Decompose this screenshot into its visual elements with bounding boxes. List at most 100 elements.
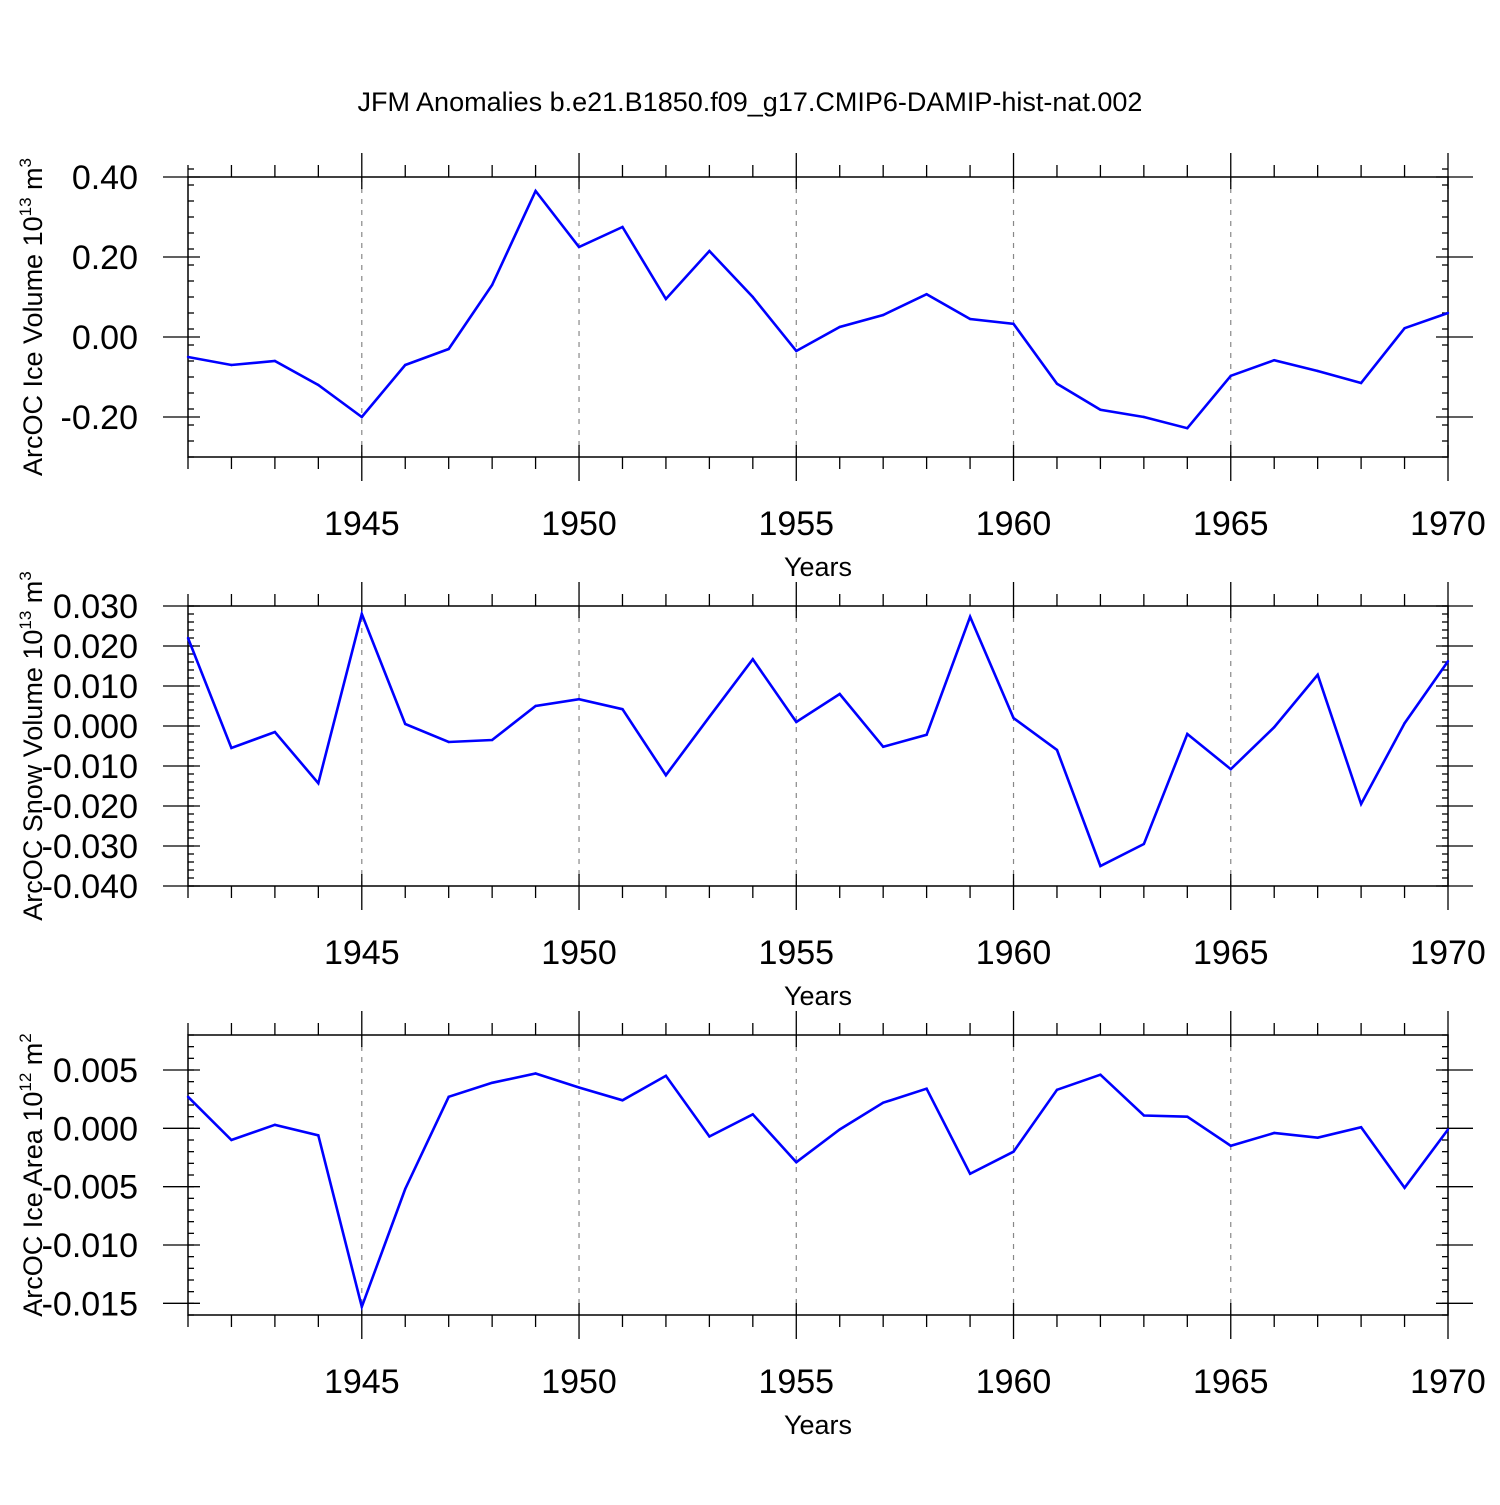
chart-title: JFM Anomalies b.e21.B1850.f09_g17.CMIP6-… xyxy=(358,87,1143,117)
panel-3: -0.015 -0.010 -0.005 0.000 0.005 1945 1950 1955… xyxy=(16,1011,1486,1440)
data-point xyxy=(1012,1150,1015,1153)
data-point xyxy=(708,715,711,718)
data-point xyxy=(795,1160,798,1164)
data-point xyxy=(838,325,841,329)
data-point xyxy=(1099,864,1102,868)
data-point xyxy=(490,283,494,287)
data-point xyxy=(360,612,363,616)
y-axis-title-part: m xyxy=(18,581,48,611)
data-point xyxy=(751,658,755,661)
data-point xyxy=(317,383,320,387)
x-tick-label: 1955 xyxy=(758,934,834,972)
data-point xyxy=(795,349,798,353)
data-point xyxy=(925,733,928,736)
data-point xyxy=(186,355,190,359)
data-point xyxy=(838,1128,841,1131)
data-point xyxy=(1316,1136,1319,1139)
y-tick-label: 0.000 xyxy=(53,708,138,746)
y-axis-title-superscript: 3 xyxy=(16,158,35,167)
y-tick-label: 0.030 xyxy=(53,588,138,626)
data-point xyxy=(1055,1088,1059,1092)
y-tick-label: 0.005 xyxy=(53,1052,138,1090)
data-point xyxy=(1012,322,1015,325)
data-point xyxy=(1273,1131,1276,1135)
x-tick-label: 1945 xyxy=(324,505,400,543)
data-point xyxy=(1273,726,1276,729)
data-point xyxy=(1142,842,1146,846)
x-tick-label: 1965 xyxy=(1193,505,1269,543)
data-point xyxy=(664,774,668,777)
data-point xyxy=(1012,716,1015,720)
data-point xyxy=(317,782,320,785)
x-tick-label: 1950 xyxy=(541,934,617,972)
x-tick-label: 1960 xyxy=(976,505,1052,543)
y-tick-label: -0.010 xyxy=(42,1227,138,1265)
y-axis-title-part: m xyxy=(18,167,48,197)
data-point xyxy=(881,1101,885,1104)
data-point xyxy=(1446,660,1450,663)
y-tick-label: -0.040 xyxy=(42,868,138,906)
y-tick-label: -0.010 xyxy=(42,748,138,786)
data-point xyxy=(1403,327,1406,330)
data-point xyxy=(490,1081,494,1085)
data-point xyxy=(664,297,668,301)
data-point xyxy=(621,225,624,229)
y-tick-label: 0.020 xyxy=(53,628,138,666)
y-tick-label: 0.000 xyxy=(53,1110,138,1148)
data-point xyxy=(1186,1115,1189,1118)
y-axis-title: ArcOC Ice Area 1012 m2 xyxy=(16,1033,48,1317)
y-tick-label: -0.015 xyxy=(42,1285,138,1323)
data-point xyxy=(881,745,885,748)
data-point xyxy=(1403,722,1406,725)
data-point xyxy=(1359,381,1363,385)
x-tick-label: 1950 xyxy=(541,1363,617,1401)
x-tick-label: 1955 xyxy=(758,1363,834,1401)
data-point xyxy=(577,245,581,249)
data-point xyxy=(273,730,277,734)
panel-1: -0.20 0.00 0.20 0.40 1945 1950 1955 1960 1965 197… xyxy=(16,153,1486,582)
data-point xyxy=(577,1086,581,1089)
x-tick-label: 1965 xyxy=(1193,1363,1269,1401)
data-point xyxy=(577,698,581,701)
y-axis-title-part: ArcOC Ice Area 10 xyxy=(18,1092,48,1317)
x-tick-label: 1970 xyxy=(1410,934,1486,972)
data-point xyxy=(968,317,972,321)
data-point xyxy=(1446,311,1450,315)
y-axis-title-superscript: 2 xyxy=(16,1033,35,1042)
panel-2: -0.040-0.030-0.020-0.0100.0000.0100.0200… xyxy=(16,571,1486,1011)
x-tick-label: 1950 xyxy=(541,505,617,543)
data-point xyxy=(1055,382,1059,385)
y-tick-label: 0.40 xyxy=(72,159,138,197)
data-point xyxy=(1055,748,1059,752)
data-point xyxy=(925,1087,928,1090)
y-tick-label: 0.010 xyxy=(53,668,138,706)
data-point xyxy=(230,363,233,367)
data-point xyxy=(1359,1125,1363,1129)
data-point xyxy=(1099,408,1102,411)
x-tick-label: 1970 xyxy=(1410,505,1486,543)
series-line xyxy=(186,609,1450,868)
x-tick-label: 1945 xyxy=(324,934,400,972)
data-point xyxy=(1186,732,1189,736)
data-point xyxy=(708,249,711,253)
data-point xyxy=(838,692,841,696)
y-axis-title-superscript: 13 xyxy=(16,197,35,216)
data-point xyxy=(1229,374,1232,377)
data-point xyxy=(186,636,190,640)
y-axis-title-superscript: 13 xyxy=(16,611,35,630)
series-line xyxy=(187,188,1449,430)
data-point xyxy=(621,1099,624,1102)
data-point xyxy=(1403,1186,1406,1190)
data-point xyxy=(447,347,450,351)
data-point xyxy=(230,1138,233,1142)
x-axis-title: Years xyxy=(784,552,852,582)
data-point xyxy=(1359,802,1363,806)
data-point xyxy=(1099,1073,1102,1076)
x-tick-label: 1945 xyxy=(324,1363,400,1401)
data-point xyxy=(1446,1128,1450,1131)
data-point xyxy=(534,1072,537,1075)
data-point xyxy=(664,1074,668,1078)
x-axis-title: Years xyxy=(784,981,852,1011)
data-point xyxy=(273,359,277,363)
